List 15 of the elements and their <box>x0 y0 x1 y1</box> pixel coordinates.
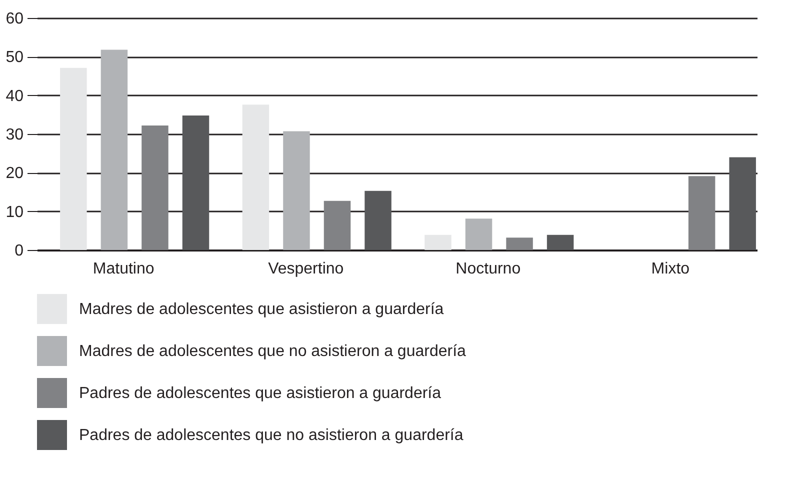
x-tick-label: Matutino <box>92 260 154 278</box>
legend-label: Madres de adolescentes que no asistieron a guardería <box>79 343 466 360</box>
x-tick-label: Mixto <box>651 260 690 278</box>
y-tick-label: 30 <box>6 126 24 144</box>
legend-label: Padres de adolescentes que asistieron a guardería <box>79 385 442 402</box>
legend-label: Padres de adolescentes que no asistieron a guardería <box>79 427 464 444</box>
x-tick-label: Nocturno <box>456 260 521 278</box>
y-tick-label: 20 <box>6 165 24 182</box>
y-tick-label: 40 <box>6 88 24 105</box>
y-tick-label: 10 <box>6 204 24 221</box>
legend-label: Madres de adolescentes que asistieron a guardería <box>79 301 444 318</box>
y-tick-label: 50 <box>6 49 24 66</box>
y-tick-label: 0 <box>14 242 24 260</box>
y-tick-label: 60 <box>6 10 24 28</box>
x-tick-label: Vespertino <box>268 260 344 278</box>
